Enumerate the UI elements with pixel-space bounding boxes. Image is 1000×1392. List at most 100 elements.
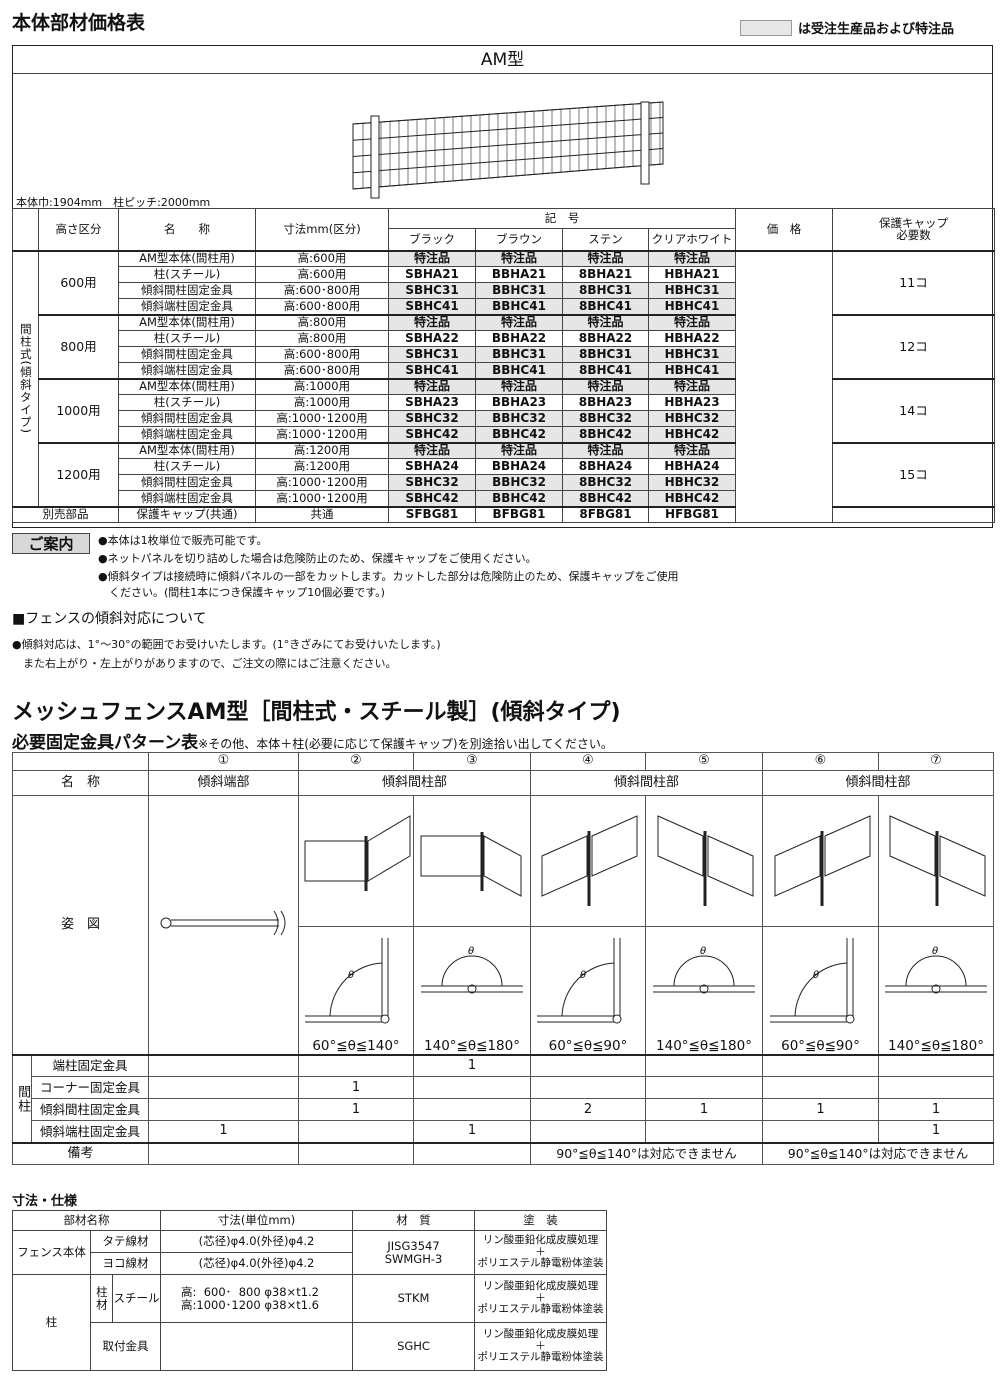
- product-code: 8BHC41: [562, 298, 649, 315]
- caps-count: 15コ: [832, 442, 995, 507]
- product-code: SBHC42: [388, 490, 476, 507]
- fitting-row: コーナー固定金具 1: [13, 1076, 994, 1100]
- product-code: SBHC31: [388, 346, 476, 363]
- model-name: AM型: [13, 46, 992, 74]
- product-code: 特注品: [648, 378, 736, 395]
- price-row: 間柱式(傾斜タイプ) 600用 AM型本体(間柱用) 高:600用 特注品 特注品 特注品特…: [12, 250, 995, 523]
- header-color: クリアホワイト: [648, 228, 736, 251]
- product-code: HBHC42: [648, 426, 736, 443]
- price-row: 1000用 AM型本体(間柱用) 高:1000用 特注品 特注品 特注品 特注品 14コ: [12, 378, 995, 443]
- figure-angle: θ 60°≦θ≦140°: [298, 926, 414, 1056]
- product-code: 8FBG81: [562, 506, 649, 523]
- spec-post: 柱: [12, 1274, 91, 1371]
- figure-end: [148, 794, 299, 1056]
- part-dim: 高:1000用: [255, 394, 389, 411]
- fitting-name: 傾斜間柱固定金具: [31, 1098, 149, 1122]
- pattern-number: ②: [298, 752, 414, 771]
- fitting-count: [298, 1054, 414, 1078]
- part-dim: 高:1000･1200用: [255, 490, 389, 507]
- product-code: SBHC32: [388, 410, 476, 427]
- product-code: SBHA24: [388, 458, 476, 475]
- angle-diagram-icon: θ: [537, 937, 622, 1024]
- fitting-row: 傾斜間柱固定金具 1 2 1 1 1: [13, 1098, 994, 1122]
- product-code: HBHC42: [648, 490, 736, 507]
- spec-wire-dim: (芯径)φ4.0(外径)φ4.2: [160, 1252, 354, 1275]
- part-dim: 高:1200用: [255, 442, 389, 459]
- product-code: SFBG81: [388, 506, 476, 523]
- fitting-count: [878, 1076, 994, 1100]
- fitting-count: [413, 1076, 531, 1100]
- product-code: 特注品: [475, 378, 563, 395]
- price-section: AM型 本体巾:1904mm 柱ピッチ:2000mm 高さ区分名 称寸法mm(区…: [12, 45, 995, 528]
- fitting-count: [645, 1076, 763, 1100]
- product-code: BBHC41: [475, 362, 563, 379]
- pattern-subtitle-text: 必要固定金具パターン表: [12, 733, 199, 753]
- product-code: SBHA23: [388, 394, 476, 411]
- end-post-figure-icon: [160, 910, 285, 936]
- spec-coating: リン酸亜鉛化成皮膜処理 ＋ ポリエステル静電粉体塗装: [474, 1322, 608, 1371]
- price-row: 傾斜間柱固定金具 高:1000･1200用 SBHC32 BBHC32 8BHC32 HB…: [13, 410, 995, 427]
- part-name: 傾斜間柱固定金具: [118, 282, 256, 299]
- fitting-count: [530, 1076, 646, 1100]
- part-name: 柱(スチール): [118, 458, 256, 475]
- part-dim: 高:600･800用: [255, 282, 389, 299]
- header-color: ブラウン: [475, 228, 563, 251]
- pattern-name: 傾斜間柱部: [762, 770, 994, 796]
- side-label: 間柱: [12, 1054, 32, 1144]
- product-code: 特注品: [562, 250, 649, 267]
- product-code: 特注品: [475, 442, 563, 459]
- part-dim: 高:600用: [255, 250, 389, 267]
- angle-diagram-icon: θ: [769, 937, 854, 1024]
- fitting-count: 1: [413, 1054, 531, 1078]
- pattern-subtitle-note: ※その他、本体＋柱(必要に応じて保護キャップ)を別途拾い出してください。: [198, 737, 613, 751]
- product-code: BBHC42: [475, 426, 563, 443]
- theta-label: θ: [932, 946, 938, 957]
- price-row: 傾斜間柱固定金具 高:1000･1200用 SBHC32 BBHC32 8BHC32 HB…: [13, 474, 995, 491]
- product-code: HBHC31: [648, 282, 736, 299]
- product-code: 8BHC32: [562, 410, 649, 427]
- product-code: HBHA24: [648, 458, 736, 475]
- fitting-count: 1: [298, 1076, 414, 1100]
- product-code: 8BHA22: [562, 330, 649, 347]
- name-label: 名 称: [12, 770, 149, 796]
- figure-panels: [878, 794, 994, 928]
- angle-range: 140°≦θ≦180°: [424, 1037, 520, 1054]
- slope-note: また右上がり・左上がりがありますので、ご注文の際にはご注意ください。: [12, 657, 397, 670]
- price-row: 800用 AM型本体(間柱用) 高:800用 特注品 特注品 特注品 特注品 12コ: [12, 314, 995, 379]
- spec-post-material-label: 柱材: [90, 1274, 113, 1323]
- price-row: 柱(スチール) 高:1200用 SBHA24 BBHA24 8BHA24 HBHA24: [13, 458, 995, 475]
- product-code: 8BHC31: [562, 282, 649, 299]
- product-code: BBHC32: [475, 474, 563, 491]
- product-code: 特注品: [562, 314, 649, 331]
- product-code: BFBG81: [475, 506, 563, 523]
- product-code: 8BHC31: [562, 346, 649, 363]
- product-code: HBHC41: [648, 362, 736, 379]
- header-height: 高さ区分: [38, 208, 119, 251]
- angle-range: 140°≦θ≦180°: [888, 1037, 984, 1054]
- product-code: 8BHA24: [562, 458, 649, 475]
- price-row: 傾斜端柱固定金具 高:600･800用 SBHC41 BBHC41 8BHC41 HBHC…: [13, 362, 995, 379]
- height-class: 1200用: [38, 442, 119, 507]
- pattern-title: メッシュフェンスAM型［間柱式・スチール製］(傾斜タイプ): [12, 700, 621, 725]
- price-row: 1200用 AM型本体(間柱用) 高:1200用 特注品 特注品 特注品 特注品 15コ: [12, 442, 995, 507]
- height-class: 800用: [38, 314, 119, 379]
- panel-figure-icon: [541, 815, 638, 906]
- fitting-count: 1: [148, 1120, 299, 1144]
- part-dim: 高:600･800用: [255, 298, 389, 315]
- legend-label: は受注生産品および特注品: [798, 22, 955, 37]
- part-name: 傾斜端柱固定金具: [118, 298, 256, 315]
- fitting-count: 1: [413, 1120, 531, 1144]
- part-name: 傾斜間柱固定金具: [118, 346, 256, 363]
- caps-count: 11コ: [832, 250, 995, 315]
- pattern-number: ⑦: [878, 752, 994, 771]
- part-name: AM型本体(間柱用): [118, 378, 256, 395]
- part-dim: 高:1000･1200用: [255, 426, 389, 443]
- price-row: 傾斜間柱固定金具 高:600･800用 SBHC31 BBHC31 8BHC31 HBHC…: [13, 346, 995, 363]
- fitting-row: 傾斜端柱固定金具 1 1 1: [13, 1120, 994, 1144]
- product-code: 特注品: [388, 250, 476, 267]
- price-row: 柱(スチール) 高:600用 SBHA21 BBHA21 8BHA21 HBHA21: [13, 266, 995, 283]
- part-dim: 高:600･800用: [255, 346, 389, 363]
- fitting-count: [762, 1054, 879, 1078]
- product-code: SBHC41: [388, 298, 476, 315]
- spec-post-dim: 高: 600･ 800 φ38×t1.2 高:1000･1200 φ38×t1.…: [160, 1274, 354, 1323]
